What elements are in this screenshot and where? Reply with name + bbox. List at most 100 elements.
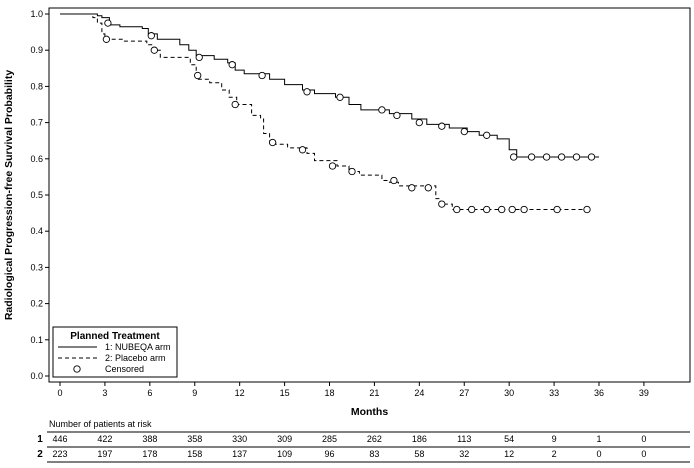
censored-marker [298, 146, 307, 154]
x-tick-label: 6 [147, 388, 152, 398]
y-tick-label: 0.8 [30, 81, 43, 91]
at-risk-value: 330 [232, 434, 247, 444]
censored-marker [415, 118, 423, 127]
at-risk-value: 285 [322, 434, 337, 444]
y-tick-label: 1.0 [30, 9, 43, 19]
censored-marker [393, 111, 401, 120]
at-risk-value: 54 [504, 434, 514, 444]
y-axis-title: Radiological Progression-free Survival P… [3, 70, 15, 320]
legend-title: Planned Treatment [70, 331, 160, 342]
at-risk-value: 223 [52, 449, 67, 459]
x-tick-label: 24 [414, 388, 424, 398]
legend-censored-swatch [73, 365, 81, 373]
at-risk-value: 32 [459, 449, 469, 459]
at-risk-value: 422 [97, 434, 112, 444]
censored-marker [453, 205, 461, 214]
censored-marker [378, 106, 386, 114]
censored-marker [195, 53, 203, 62]
at-risk-row-label: 2 [37, 449, 43, 460]
censored-marker [583, 205, 591, 214]
y-tick-label: 0.4 [30, 226, 43, 236]
censored-marker [303, 88, 311, 96]
at-risk-value: 137 [232, 449, 247, 459]
censored-marker [424, 184, 432, 192]
censored-marker [498, 205, 506, 214]
at-risk-value: 113 [457, 434, 471, 444]
y-tick-label: 0.0 [30, 371, 43, 381]
censored-marker [228, 61, 236, 69]
at-risk-table: Number of patients at risk 1 446 422 388 358 3… [37, 419, 690, 463]
at-risk-value: 9 [552, 434, 557, 444]
censored-marker [328, 162, 337, 170]
y-tick-label: 0.5 [30, 190, 43, 200]
x-tick-label: 15 [280, 388, 290, 398]
at-risk-value: 388 [142, 434, 157, 444]
x-tick-label: 18 [324, 388, 334, 398]
censored-marker [553, 205, 561, 214]
legend-entry: Censored [105, 364, 144, 374]
at-risk-value: 109 [277, 449, 292, 459]
censored-marker [438, 200, 446, 208]
y-tick-label: 0.1 [30, 335, 43, 345]
at-risk-value: 0 [596, 449, 601, 459]
at-risk-value: 262 [367, 434, 382, 444]
x-tick-label: 0 [57, 388, 62, 398]
x-tick-label: 33 [549, 388, 559, 398]
x-tick-label: 21 [369, 388, 379, 398]
at-risk-value: 0 [641, 434, 646, 444]
at-risk-value: 1 [596, 434, 601, 444]
y-tick-label: 0.6 [30, 154, 43, 164]
censored-marker [194, 71, 202, 80]
series-line-2 [60, 13, 587, 210]
x-tick-label: 39 [639, 388, 649, 398]
censored-marker [587, 153, 596, 161]
x-tick-label: 30 [504, 388, 514, 398]
y-tick-label: 0.3 [30, 262, 43, 272]
censored-marker [102, 35, 111, 43]
legend-entry: 2: Placebo arm [105, 353, 166, 363]
censored-marker [542, 153, 551, 161]
censored-marker [147, 32, 155, 40]
x-tick-label: 12 [235, 388, 245, 398]
series-line-1 [60, 13, 599, 158]
x-axis-title: Months [351, 406, 388, 418]
at-risk-value: 0 [641, 449, 646, 459]
legend-entry: 1: NUBEQA arm [105, 342, 171, 352]
at-risk-value: 446 [52, 434, 67, 444]
y-tick-label: 0.9 [30, 45, 43, 55]
y-tick-label: 0.7 [30, 118, 43, 128]
censored-marker [527, 153, 536, 161]
at-risk-value: 186 [412, 434, 427, 444]
x-tick-label: 27 [459, 388, 469, 398]
censored-marker [483, 205, 491, 214]
x-tick-label: 9 [192, 388, 197, 398]
at-risk-title: Number of patients at risk [49, 419, 152, 429]
censored-marker [408, 184, 416, 192]
x-tick-label: 36 [594, 388, 604, 398]
censored-marker [258, 71, 266, 80]
censored-marker [483, 131, 491, 139]
at-risk-value: 12 [504, 449, 514, 459]
at-risk-value: 197 [97, 449, 112, 459]
censored-marker [390, 176, 398, 185]
censored-marker [268, 138, 277, 147]
censored-marker [231, 100, 239, 109]
censored-marker [336, 93, 344, 101]
at-risk-value: 358 [187, 434, 202, 444]
censored-marker [520, 205, 528, 214]
axes: 0.00.10.20.30.40.50.60.70.80.91.00 3 6 9 12 1… [3, 7, 691, 418]
censored-marker [510, 153, 518, 161]
at-risk-value: 96 [324, 449, 334, 459]
censored-marker [460, 127, 468, 136]
at-risk-value: 83 [369, 449, 379, 459]
censored-marker [572, 153, 581, 161]
at-risk-value: 178 [142, 449, 157, 459]
censored-marker [150, 46, 158, 54]
censored-marker [104, 19, 112, 27]
at-risk-row-label: 1 [37, 434, 43, 445]
at-risk-value: 158 [187, 449, 202, 459]
censored-marker [348, 167, 356, 176]
censored-marker [508, 205, 516, 214]
